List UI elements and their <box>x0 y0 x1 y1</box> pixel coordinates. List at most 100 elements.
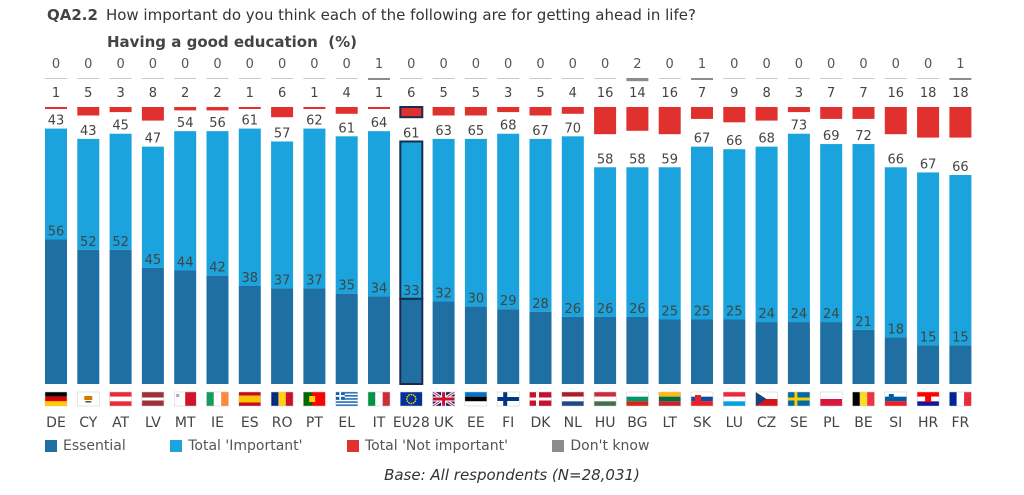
essential-bar-cz <box>755 322 778 384</box>
essential-bar-es <box>238 285 261 384</box>
flag-at-icon <box>109 391 132 407</box>
flag-cy-icon <box>77 391 100 407</box>
dont-know-bar-dk <box>529 78 552 79</box>
flag-eu-icon <box>400 391 423 407</box>
subtitle-unit: (%) <box>328 33 357 51</box>
dont-know-label-it: 1 <box>375 57 383 72</box>
question-text: How important do you think each of the f… <box>105 6 696 24</box>
category-label-si: SI <box>889 415 902 431</box>
not-important-label-ie: 2 <box>213 86 221 101</box>
not-important-label-de: 1 <box>52 86 60 101</box>
not-important-bar-at <box>109 107 132 113</box>
essential-label-eu28: 33 <box>403 284 420 299</box>
dont-know-label-ie: 0 <box>213 57 221 72</box>
essential-bar-hr <box>917 345 940 384</box>
important-label-fr: 66 <box>952 160 969 175</box>
question-code: QA2.2 <box>47 6 98 24</box>
essential-bar-ee <box>464 306 487 384</box>
dont-know-bar-fr <box>949 78 972 80</box>
not-important-bar-dk <box>529 107 552 116</box>
important-label-be: 72 <box>855 129 872 144</box>
important-bar-cy <box>77 138 100 250</box>
essential-label-el: 35 <box>338 279 355 294</box>
dont-know-bar-se <box>787 78 810 79</box>
chart-title: QA2.2 How important do you think each of … <box>47 6 696 24</box>
dont-know-label-uk: 0 <box>439 57 447 72</box>
dont-know-bar-be <box>852 78 875 79</box>
legend-label-dont-know: Don't know <box>570 438 650 454</box>
legend-item-important: Total 'Important' <box>170 438 302 454</box>
dont-know-label-pl: 0 <box>827 57 835 72</box>
important-bar-dk <box>529 138 552 312</box>
flag-se-icon <box>787 391 811 407</box>
flag-el-icon <box>335 391 358 407</box>
important-bar-mt <box>174 131 197 271</box>
not-important-label-bg: 14 <box>629 86 646 101</box>
not-important-label-el: 4 <box>343 86 351 101</box>
category-label-hr: HR <box>918 415 939 431</box>
legend-swatch-not-important <box>346 440 359 452</box>
not-important-bar-it <box>368 107 390 109</box>
essential-label-hu: 26 <box>597 302 614 317</box>
not-important-bar-be <box>852 107 875 119</box>
flag-bg-icon <box>626 391 649 407</box>
dont-know-bar-sk <box>691 78 713 80</box>
essential-bar-ie <box>206 275 229 384</box>
dont-know-label-es: 0 <box>246 57 254 72</box>
essential-label-ee: 30 <box>468 292 485 307</box>
flag-lt-icon <box>658 391 681 407</box>
essential-label-uk: 32 <box>435 286 452 301</box>
not-important-label-be: 7 <box>859 86 867 101</box>
category-label-fr: FR <box>952 415 970 431</box>
important-bar-be <box>852 144 875 330</box>
flag-sk-icon <box>690 391 714 407</box>
not-important-bar-lt <box>658 107 681 135</box>
not-important-bar-nl <box>561 107 584 114</box>
dont-know-label-el: 0 <box>343 57 351 72</box>
not-important-label-pl: 7 <box>827 86 835 101</box>
important-label-pt: 62 <box>306 114 323 129</box>
important-label-cz: 68 <box>758 132 775 147</box>
essential-label-hr: 15 <box>920 330 937 345</box>
flag-lu-icon <box>723 391 746 407</box>
essential-bar-lv <box>141 267 164 384</box>
important-label-cy: 43 <box>80 124 97 139</box>
not-important-label-fi: 3 <box>504 86 512 101</box>
not-important-bar-eu28 <box>399 106 424 119</box>
not-important-bar-hr <box>917 107 940 138</box>
essential-bar-nl <box>561 316 584 384</box>
important-bar-fr <box>949 175 972 346</box>
category-label-pl: PL <box>823 415 839 431</box>
important-label-bg: 58 <box>629 152 646 167</box>
important-label-fi: 68 <box>500 119 517 134</box>
category-label-it: IT <box>373 415 386 431</box>
dont-know-label-si: 0 <box>892 57 900 72</box>
not-important-label-lt: 16 <box>661 86 678 101</box>
important-bar-lt <box>658 167 681 320</box>
important-label-si: 66 <box>888 152 905 167</box>
category-label-el: EL <box>338 415 355 431</box>
dont-know-bar-lu <box>723 78 746 79</box>
important-label-hu: 58 <box>597 152 614 167</box>
important-label-dk: 67 <box>532 124 549 139</box>
important-bar-at <box>109 133 132 250</box>
category-label-cz: CZ <box>757 415 776 431</box>
flag-nl-icon <box>561 391 585 407</box>
essential-label-bg: 26 <box>629 302 646 317</box>
essential-label-nl: 26 <box>565 302 582 317</box>
essential-bar-fr <box>949 345 972 384</box>
not-important-bar-fi <box>497 107 520 113</box>
dont-know-label-ee: 0 <box>472 57 480 72</box>
category-label-cy: CY <box>79 415 98 431</box>
dont-know-label-lv: 0 <box>149 57 157 72</box>
flag-fr-icon <box>949 391 972 407</box>
not-important-bar-bg <box>626 107 649 131</box>
not-important-label-hu: 16 <box>597 86 614 101</box>
not-important-label-cz: 8 <box>762 86 770 101</box>
dont-know-label-dk: 0 <box>536 57 544 72</box>
dont-know-label-lt: 0 <box>666 57 674 72</box>
important-bar-se <box>787 133 810 323</box>
not-important-bar-ee <box>464 107 487 116</box>
important-label-hr: 67 <box>920 157 937 172</box>
essential-bar-hu <box>594 316 617 384</box>
